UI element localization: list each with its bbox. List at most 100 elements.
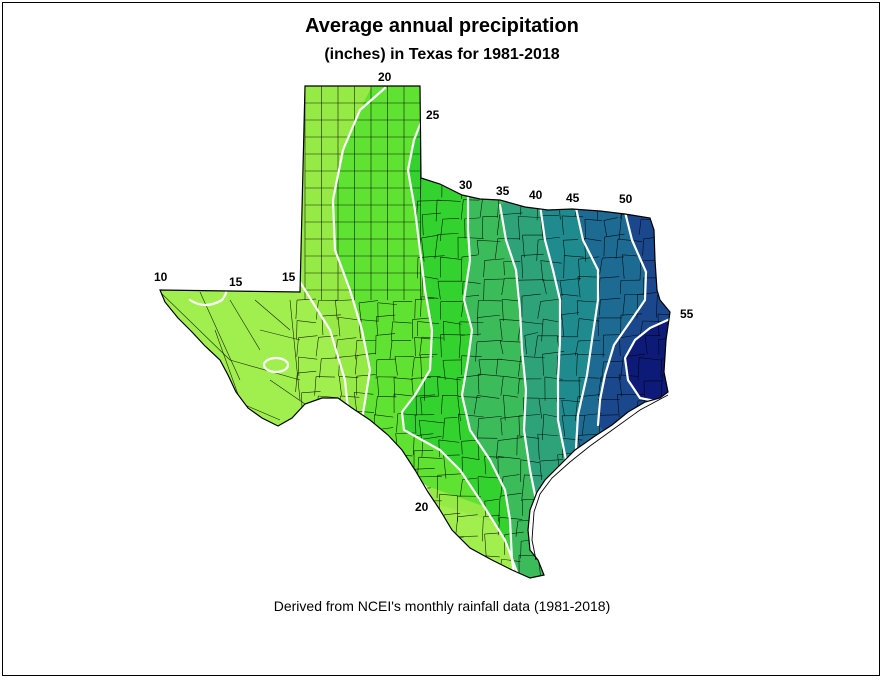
county-line [483,555,500,558]
isohyet-40 [538,203,568,462]
county-line [477,395,500,399]
county-line [337,543,357,547]
county-line [663,198,670,202]
county-line [460,574,484,577]
county-line [655,295,658,318]
band-40-45 [540,86,670,578]
county-line [658,475,662,495]
county-line [457,396,461,422]
county-line [503,261,505,276]
county-line [563,255,565,279]
county-line [663,536,670,540]
county-line [500,492,522,497]
county-line [657,434,661,460]
county-line [318,472,321,492]
county-line [358,302,362,322]
county-line [420,397,423,416]
county-line [578,377,600,379]
county-line [518,216,543,218]
county-line [541,414,545,441]
county-line [463,199,480,201]
county-line [354,355,358,375]
county-line [414,414,417,434]
county-line [521,293,541,297]
county-line [302,430,322,433]
county-line [574,340,579,356]
county-line [354,391,374,395]
county-line [638,174,642,201]
county-line [522,582,538,583]
county-line [459,321,484,323]
county-line [659,174,663,197]
county-line [640,174,665,178]
county-line [411,377,431,379]
county-line [637,198,640,215]
county-line [621,254,625,279]
county-line [537,433,559,437]
county-line [462,477,478,480]
source-note: Derived from NCEI's monthly rainfall dat… [273,598,611,614]
county-line [414,299,416,319]
barrier-islands [531,394,669,561]
county-line [664,212,670,215]
county-line [603,217,618,221]
county-line [375,509,395,512]
county-line [620,540,623,561]
county-line [662,397,666,420]
county-line [562,240,566,257]
county-line [160,291,231,361]
county-line [622,294,626,316]
county-line [495,440,499,459]
county-line [354,511,374,514]
county-line [584,219,587,239]
county-line [599,258,603,275]
county-line [337,507,357,510]
county-line [599,299,601,316]
county-line [660,475,670,478]
county-line [392,301,395,321]
county-line [658,432,670,435]
county-line [340,395,360,398]
county-line [577,276,581,298]
county-line [439,493,458,496]
county-line [499,516,523,520]
county-line [544,376,563,380]
county-line [623,441,625,455]
county-line [456,536,459,561]
county-line [424,513,438,517]
county-line [617,479,645,483]
county-line [335,414,338,434]
county-line [522,582,524,599]
county-line [560,534,581,537]
county-line [392,321,412,324]
county-line [477,239,501,242]
county-line [539,461,542,480]
county-line [464,294,480,298]
county-line [524,332,539,336]
county-line [229,299,261,351]
county-line [414,449,434,452]
county-line [619,280,622,295]
county-line [478,373,503,377]
county-line [434,234,438,259]
county-line [296,337,299,357]
county-line [359,488,379,490]
county-line [618,374,623,397]
county-line [297,370,317,374]
county-line [338,491,341,511]
county-line [459,174,480,178]
county-line [295,300,298,320]
county-line [478,359,482,375]
county-line [583,475,598,478]
county-line [440,256,462,260]
county-line [319,412,321,432]
county-line [393,471,397,491]
county-line [411,489,413,509]
county-line [358,319,378,322]
county-line [500,340,523,343]
county-line [643,557,663,559]
county-line [436,475,438,499]
county-line [560,294,562,320]
county-line [418,420,423,441]
